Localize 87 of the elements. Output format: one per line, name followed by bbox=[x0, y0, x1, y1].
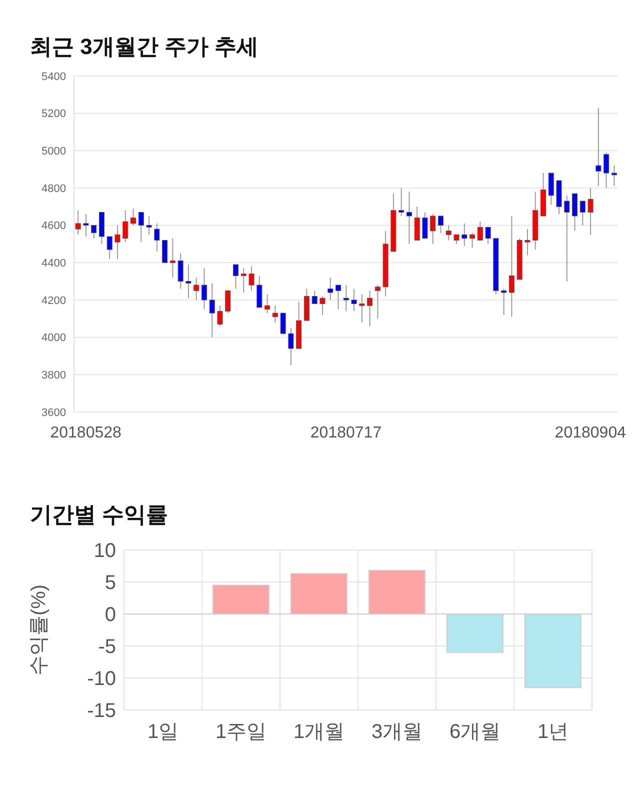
y-tick-label: 5400 bbox=[42, 70, 66, 83]
candlestick bbox=[248, 266, 254, 292]
candlestick bbox=[91, 224, 97, 239]
candlestick bbox=[367, 290, 373, 327]
candlestick bbox=[217, 305, 223, 327]
y-tick-label: 3600 bbox=[42, 406, 66, 419]
candlestick bbox=[454, 234, 460, 244]
candlestick bbox=[162, 240, 168, 263]
candlestick bbox=[146, 216, 152, 236]
candlestick bbox=[580, 200, 586, 226]
y-tick-label: 5200 bbox=[42, 108, 66, 120]
candlestick bbox=[272, 305, 278, 323]
candlestick bbox=[462, 222, 468, 246]
candlestick bbox=[170, 238, 176, 278]
y-tick-label: -15 bbox=[87, 700, 116, 722]
candlestick bbox=[470, 232, 476, 248]
x-tick-label: 1일 bbox=[147, 721, 179, 744]
candlestick bbox=[611, 165, 617, 187]
y-tick-label: 4400 bbox=[42, 258, 66, 270]
candlestick bbox=[398, 188, 404, 216]
candlestick bbox=[130, 208, 136, 226]
x-tick-label: 1주일 bbox=[215, 721, 267, 744]
candlestick bbox=[374, 284, 380, 320]
candlestick bbox=[240, 268, 246, 294]
y-tick-label: 5 bbox=[104, 572, 116, 594]
x-tick-label: 20180528 bbox=[50, 424, 122, 442]
candlestick bbox=[588, 188, 594, 236]
y-tick-label: -10 bbox=[87, 668, 116, 690]
candlestick bbox=[343, 284, 349, 312]
candlestick bbox=[264, 294, 270, 314]
candlestick bbox=[351, 288, 357, 312]
candlestick bbox=[83, 214, 89, 238]
y-tick-label: 3800 bbox=[42, 370, 66, 382]
candlestick bbox=[288, 328, 294, 366]
candlestick bbox=[194, 277, 200, 300]
candlestick bbox=[477, 221, 483, 241]
candlestick bbox=[572, 193, 578, 232]
y-axis-title: 수익률(%) bbox=[28, 584, 50, 676]
x-tick-label: 3개월 bbox=[371, 721, 423, 744]
y-tick-label: -5 bbox=[98, 636, 116, 658]
candlestick bbox=[75, 210, 81, 236]
x-tick-label: 20180717 bbox=[310, 424, 382, 442]
y-tick-label: 5000 bbox=[42, 146, 66, 158]
candlestick bbox=[414, 206, 420, 241]
candlestick bbox=[138, 212, 144, 243]
x-tick-label: 1년 bbox=[537, 721, 569, 744]
candlestick bbox=[604, 152, 610, 188]
candlestick bbox=[106, 236, 112, 260]
candlestick bbox=[422, 212, 428, 239]
x-tick-label: 6개월 bbox=[449, 721, 501, 744]
chart-title: 최근 3개월간 주가 추세 bbox=[29, 33, 260, 61]
candlestick bbox=[280, 312, 286, 334]
candlestick bbox=[438, 216, 444, 234]
y-tick-label: 4000 bbox=[42, 332, 66, 344]
x-tick-label: 1개월 bbox=[293, 721, 345, 744]
candlestick bbox=[312, 290, 318, 304]
candlestick bbox=[320, 296, 326, 316]
candlestick bbox=[233, 264, 239, 290]
candlestick bbox=[256, 275, 262, 308]
candlestick bbox=[178, 252, 184, 290]
y-tick-label: 4800 bbox=[42, 182, 66, 195]
candlestick bbox=[501, 288, 507, 316]
candlestick bbox=[154, 222, 160, 252]
candlestick bbox=[548, 172, 554, 206]
candlestick bbox=[406, 191, 412, 244]
candlestick bbox=[225, 290, 231, 314]
candlestick bbox=[209, 282, 215, 338]
candlestick bbox=[114, 224, 120, 260]
candlestick bbox=[201, 268, 207, 310]
candlestick bbox=[336, 284, 341, 310]
candlestick bbox=[446, 224, 452, 241]
candlestick bbox=[524, 228, 530, 256]
candlestick bbox=[430, 214, 436, 244]
y-tick-label: 10 bbox=[94, 540, 116, 562]
candlestick bbox=[508, 216, 514, 318]
candlestick bbox=[596, 107, 602, 187]
candlestick bbox=[328, 277, 334, 300]
x-tick-label: 20180904 bbox=[554, 424, 626, 442]
candlestick bbox=[186, 264, 192, 299]
candlestick bbox=[564, 194, 570, 282]
y-tick-label: 4600 bbox=[42, 220, 66, 232]
candlestick bbox=[122, 210, 128, 243]
candlestick bbox=[485, 226, 491, 244]
candlestick bbox=[359, 294, 365, 323]
y-tick-label: 4200 bbox=[42, 294, 66, 307]
chart-title: 기간별 수익률 bbox=[29, 501, 170, 529]
y-tick-label: 0 bbox=[104, 604, 116, 626]
